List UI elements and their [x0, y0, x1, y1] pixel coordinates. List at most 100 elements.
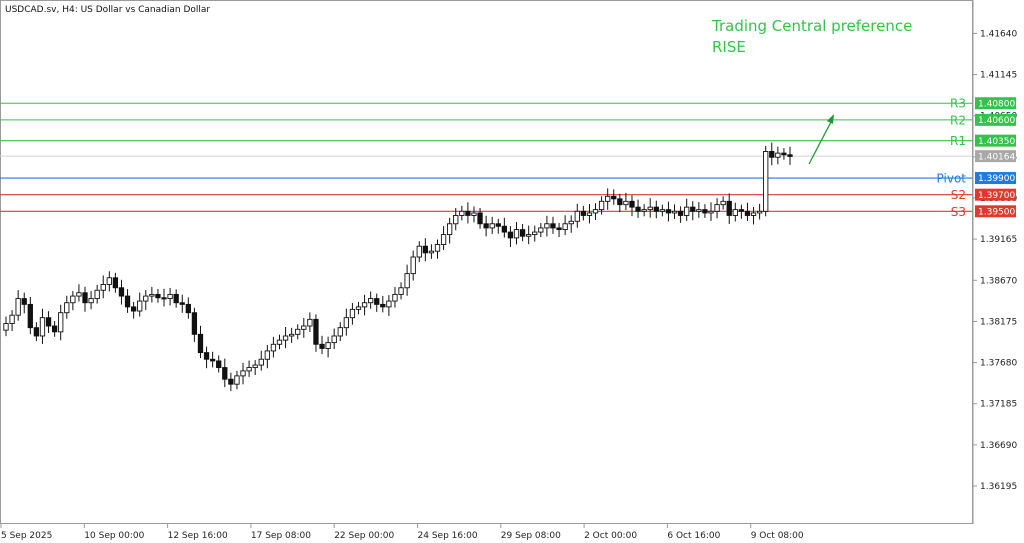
x-tick-label: 2 Oct 00:00 — [584, 531, 637, 541]
candle — [677, 206, 684, 223]
candle — [580, 205, 587, 221]
level-tag-r3 — [975, 97, 1016, 110]
candle-body-down — [611, 195, 617, 200]
candle-body-down — [27, 303, 33, 329]
y-tick-label: 1.37185 — [980, 400, 1017, 410]
preference-title: Trading Central preference — [711, 17, 912, 35]
candle — [428, 244, 435, 259]
candle-body-up — [671, 210, 678, 214]
y-tick-label: 1.39165 — [980, 235, 1017, 245]
x-tick-label: 12 Sep 16:00 — [168, 531, 228, 541]
candle — [513, 222, 520, 245]
candle-body-up — [434, 244, 441, 252]
candle — [374, 293, 380, 312]
candle-body-up — [355, 306, 362, 310]
candle-body-up — [756, 210, 763, 214]
time-axis: 5 Sep 2025 10 Sep 00:00 12 Sep 16:00 17 Sep… — [0, 524, 804, 541]
level-tag-label: 1.40800 — [978, 99, 1015, 109]
candle-body-up — [471, 212, 477, 216]
candle — [246, 360, 252, 377]
candle-body-up — [70, 295, 76, 304]
candle-body-down — [197, 333, 204, 354]
candle — [659, 204, 666, 217]
candle-body-up — [240, 370, 246, 377]
candle-body-down — [21, 298, 27, 305]
candle-body-up — [489, 223, 495, 229]
candle — [538, 222, 544, 238]
candle — [264, 344, 270, 369]
candle — [331, 328, 337, 350]
candle-body-down — [124, 295, 131, 308]
candle — [222, 358, 228, 388]
candle-body-up — [64, 302, 70, 314]
candle — [720, 196, 726, 210]
candle — [143, 290, 149, 311]
candle-body-up — [714, 204, 720, 212]
candle-body-up — [544, 223, 550, 229]
y-tick-label: 1.38670 — [980, 276, 1017, 286]
candle-body-down — [690, 206, 696, 212]
candle-body-up — [368, 298, 374, 304]
y-tick-label: 1.36690 — [980, 441, 1017, 451]
candle-body-down — [209, 358, 216, 362]
candle-body-up — [15, 298, 21, 316]
candle-body-down — [319, 343, 325, 349]
candle-body-down — [112, 277, 119, 289]
candle-body-up — [94, 289, 100, 300]
candle — [532, 225, 538, 242]
candlestick-series — [3, 142, 793, 392]
candle — [94, 284, 100, 304]
candle-body-up — [641, 209, 647, 212]
level-tag-label: 1.40600 — [978, 116, 1015, 126]
candle-body-down — [422, 245, 428, 254]
candle-body-down — [580, 210, 587, 216]
y-tick-label: 1.41145 — [980, 71, 1017, 81]
candle — [3, 316, 9, 337]
candle-body-up — [592, 209, 599, 214]
candle — [82, 286, 88, 312]
candle-body-up — [696, 209, 702, 212]
candle — [70, 291, 76, 311]
candle-body-up — [143, 295, 149, 302]
candle — [410, 250, 416, 281]
candle — [288, 327, 295, 343]
candle-body-down — [179, 302, 185, 305]
candle — [750, 206, 757, 225]
level-tags: 1.40800 1.40600 1.40350 1.39900 1.39700 1.395… — [975, 97, 1016, 217]
candle — [459, 205, 465, 221]
candle — [100, 275, 106, 299]
candle-body-up — [301, 325, 307, 330]
candle — [51, 321, 58, 337]
candle-body-up — [416, 245, 422, 258]
candle — [526, 225, 532, 245]
candle-body-up — [88, 298, 94, 304]
y-tick-label: 1.41640 — [980, 29, 1017, 39]
candle — [252, 360, 258, 376]
candle-body-down — [45, 317, 52, 327]
candle-body-up — [459, 210, 465, 216]
candle — [179, 294, 185, 313]
candle-body-up — [258, 358, 264, 366]
candle-body-up — [337, 327, 343, 337]
candle — [15, 290, 21, 321]
candle-body-down — [380, 303, 386, 308]
candle-body-down — [222, 367, 228, 380]
candle — [404, 264, 410, 296]
candle-body-down — [483, 223, 489, 229]
candle-body-down — [82, 292, 88, 304]
candle-body-down — [665, 209, 672, 214]
candle-body-up — [392, 293, 398, 302]
candle-body-up — [325, 342, 331, 349]
candle — [483, 215, 489, 237]
candle — [641, 204, 647, 217]
candle-body-up — [343, 317, 349, 329]
candle — [203, 346, 210, 369]
candle — [124, 289, 131, 313]
candle — [118, 279, 125, 305]
level-tag-label: 1.39700 — [978, 191, 1015, 201]
current-price-label: 1.40164 — [978, 152, 1015, 162]
candle — [319, 335, 325, 354]
candle-body-down — [629, 200, 635, 208]
candle — [416, 241, 422, 262]
